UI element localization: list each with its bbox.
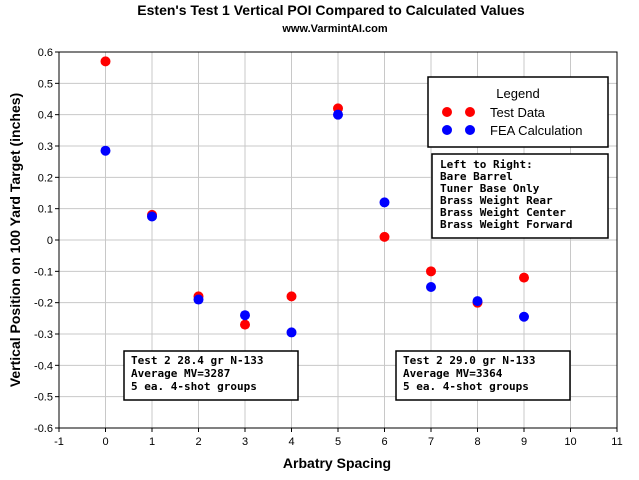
y-tick-label: 0: [47, 235, 53, 247]
x-tick-label: -1: [54, 436, 64, 448]
annotation-test-284-box: [123, 350, 299, 401]
annotation-order-line: Bare Barrel: [440, 170, 513, 183]
point-fea-calculation: [379, 197, 390, 208]
x-tick-label: 9: [521, 436, 527, 448]
annotation-test-284-line: 5 ea. 4-shot groups: [131, 380, 257, 393]
annotation-order: Left to Right: Bare Barrel Tuner Base On…: [431, 153, 609, 239]
y-tick-label: 0.2: [38, 172, 53, 184]
annotation-test-290-line: Test 2 29.0 gr N-133: [403, 354, 535, 367]
annotation-test-290-line: Average MV=3364: [403, 367, 503, 380]
point-fea-calculation: [240, 310, 250, 321]
point-test-data: [100, 56, 111, 67]
point-fea-calculation: [286, 327, 297, 338]
y-axis-label: Vertical Position on 100 Yard Target (in…: [7, 93, 23, 387]
legend-box: [427, 76, 609, 148]
x-tick-label: 4: [288, 436, 294, 448]
annotation-test-284-line: Test 2 28.4 gr N-133: [131, 354, 263, 367]
point-fea-calculation: [519, 311, 529, 322]
chart-subtitle: www.VarmintAI.com: [281, 23, 388, 35]
y-tick-label: -0.4: [34, 360, 53, 372]
point-fea-calculation: [147, 211, 157, 222]
point-test-data: [519, 272, 529, 283]
x-tick-label: 6: [381, 436, 387, 448]
y-tick-label: 0.4: [38, 110, 53, 122]
point-fea-calculation: [193, 294, 204, 305]
y-tick-label: 0.1: [38, 204, 53, 216]
legend-title: Legend: [496, 86, 539, 101]
legend-marker-test-data-2: [465, 107, 475, 117]
x-axis-label: Arbatry Spacing: [283, 455, 391, 471]
x-tick-label: 11: [611, 436, 622, 448]
chart-title: Esten's Test 1 Vertical POI Compared to …: [137, 2, 525, 18]
point-test-data: [286, 291, 297, 302]
y-tick-label: -0.1: [34, 266, 53, 278]
annotation-order-line: Brass Weight Forward: [440, 218, 572, 231]
legend-label-fea: FEA Calculation: [490, 123, 583, 138]
annotation-test-290-box: [395, 350, 571, 401]
annotation-order-line: Brass Weight Center: [440, 206, 566, 219]
annotation-test-290: Test 2 29.0 gr N-133 Average MV=3364 5 e…: [395, 350, 571, 401]
y-tick-label: -0.6: [34, 423, 53, 435]
legend-marker-test-data: [442, 107, 452, 117]
legend-label-test-data: Test Data: [490, 105, 546, 120]
y-tick-label: -0.5: [34, 392, 53, 404]
legend-marker-fea-2: [465, 125, 475, 135]
x-tick-label: 3: [242, 436, 248, 448]
point-test-data: [379, 231, 390, 242]
annotation-test-284: Test 2 28.4 gr N-133 Average MV=3287 5 e…: [123, 350, 299, 401]
annotation-test-290-line: 5 ea. 4-shot groups: [403, 380, 529, 393]
annotation-order-box: [431, 153, 609, 239]
x-tick-label: 7: [428, 436, 434, 448]
point-fea-calculation: [426, 282, 436, 292]
point-test-data: [240, 319, 250, 330]
x-tick-label: 0: [102, 436, 108, 448]
y-tick-label: -0.3: [34, 329, 53, 341]
annotation-order-line: Brass Weight Rear: [440, 194, 553, 207]
point-fea-calculation: [333, 109, 343, 120]
y-tick-labels: 0.6 0.5 0.4 0.3 0.2 0.1 0 -0.1 -0.2 -0.3 -0.4 -0.5 -…: [34, 47, 59, 435]
point-fea-calculation: [100, 145, 111, 156]
x-tick-label: 2: [195, 436, 201, 448]
y-tick-label: 0.6: [38, 47, 53, 59]
x-tick-label: 5: [335, 436, 341, 448]
point-fea-calculation: [472, 296, 483, 307]
annotation-test-284-line: Average MV=3287: [131, 367, 230, 380]
data-points: [100, 56, 529, 338]
x-tick-label: 1: [149, 436, 155, 448]
point-test-data: [426, 266, 436, 277]
y-tick-label: -0.2: [34, 298, 53, 310]
y-tick-label: 0.5: [38, 78, 53, 90]
legend: Legend Test Data FEA Calculation: [427, 76, 609, 148]
annotation-order-line: Tuner Base Only: [440, 182, 540, 195]
x-tick-label: 10: [564, 436, 576, 448]
y-tick-label: 0.3: [38, 141, 53, 153]
x-tick-label: 8: [474, 436, 480, 448]
annotation-order-line: Left to Right:: [440, 158, 533, 171]
x-tick-labels: -1 0 1 2 3 4 5 6 7 8 9 10 11: [54, 428, 623, 448]
legend-marker-fea: [442, 125, 452, 135]
